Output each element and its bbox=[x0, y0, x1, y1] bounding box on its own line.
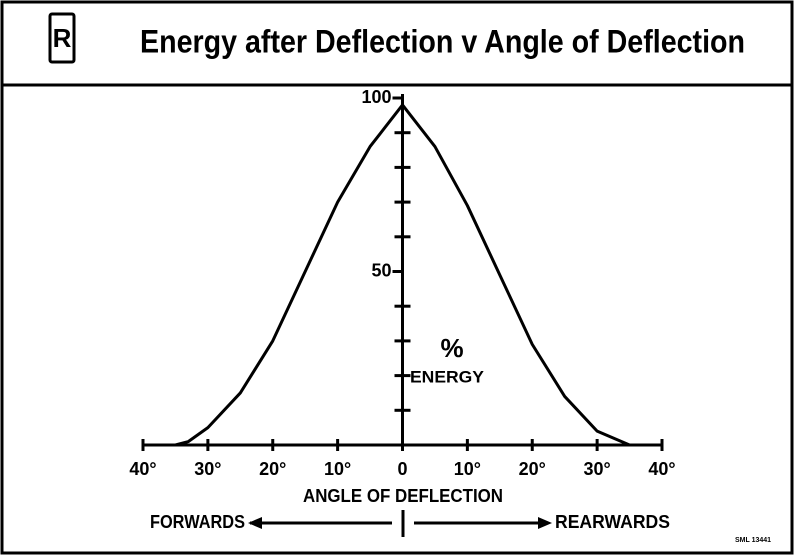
energy-curve bbox=[143, 103, 662, 447]
y-axis-label: ENERGY bbox=[410, 367, 485, 386]
y-axis-symbol: % bbox=[440, 333, 463, 363]
x-tick-label: 20° bbox=[259, 459, 286, 479]
logo: R bbox=[53, 23, 72, 53]
chart-title: Energy after Deflection v Angle of Defle… bbox=[140, 23, 745, 59]
rearwards-arrowhead bbox=[538, 517, 552, 529]
x-tick-label: 30° bbox=[584, 459, 611, 479]
y-tick-label: 100 bbox=[361, 87, 391, 107]
logo-frame bbox=[48, 12, 76, 64]
x-tick-label: 20° bbox=[519, 459, 546, 479]
x-tick-label: 10° bbox=[324, 459, 351, 479]
x-tick-label: 0 bbox=[397, 459, 407, 479]
rearwards-label: REARWARDS bbox=[555, 512, 670, 532]
x-tick-label: 40° bbox=[129, 459, 156, 479]
y-tick-label: 50 bbox=[371, 260, 391, 280]
x-tick-label: 40° bbox=[648, 459, 675, 479]
reference-code: SML 13441 bbox=[735, 537, 771, 544]
forwards-label: FORWARDS bbox=[150, 512, 245, 532]
forwards-arrowhead bbox=[248, 517, 262, 529]
x-tick-label: 10° bbox=[454, 459, 481, 479]
x-tick-label: 30° bbox=[194, 459, 221, 479]
x-axis-label: ANGLE OF DEFLECTION bbox=[303, 486, 503, 506]
